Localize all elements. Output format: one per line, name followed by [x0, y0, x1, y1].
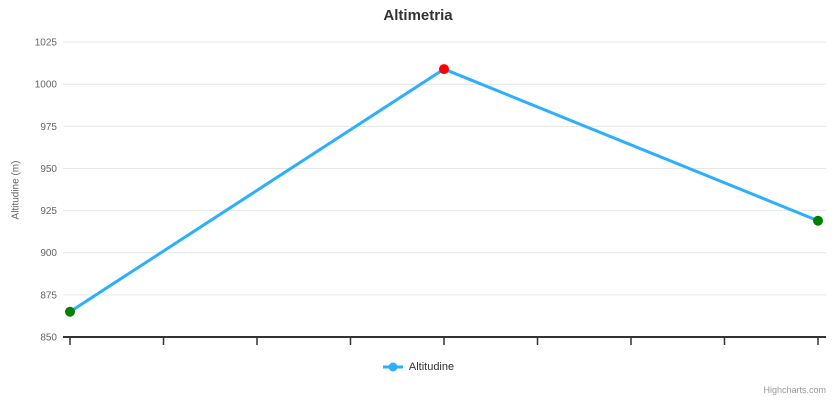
y-axis-label: 950 — [40, 164, 57, 175]
series-line — [68, 67, 820, 314]
data-point-marker[interactable] — [439, 64, 449, 75]
y-axis-label: 850 — [40, 333, 57, 344]
y-axis-label: 900 — [40, 248, 57, 259]
y-axis-title: Altitudine (m) — [10, 160, 22, 220]
y-axis-label: 975 — [40, 122, 57, 133]
y-axis-labels: 850 875 900 925 950 975 1000 1025 — [35, 38, 58, 344]
highcharts-credits[interactable]: Highcharts.com — [763, 385, 826, 395]
legend-label: Altitudine — [408, 361, 455, 373]
y-gridlines — [63, 41, 826, 338]
series-altitudine — [65, 64, 823, 317]
y-axis-label: 875 — [40, 290, 57, 301]
y-axis-label: 925 — [40, 206, 57, 217]
chart-title: Altimetria — [383, 7, 453, 24]
data-point-marker[interactable] — [813, 215, 823, 226]
data-point-marker[interactable] — [65, 306, 75, 317]
x-axis — [63, 336, 826, 345]
legend-item-altitudine[interactable]: Altitudine — [0, 361, 836, 373]
y-axis-label: 1000 — [35, 80, 58, 91]
y-axis-label: 1025 — [35, 38, 58, 49]
legend-marker-icon — [382, 362, 403, 372]
